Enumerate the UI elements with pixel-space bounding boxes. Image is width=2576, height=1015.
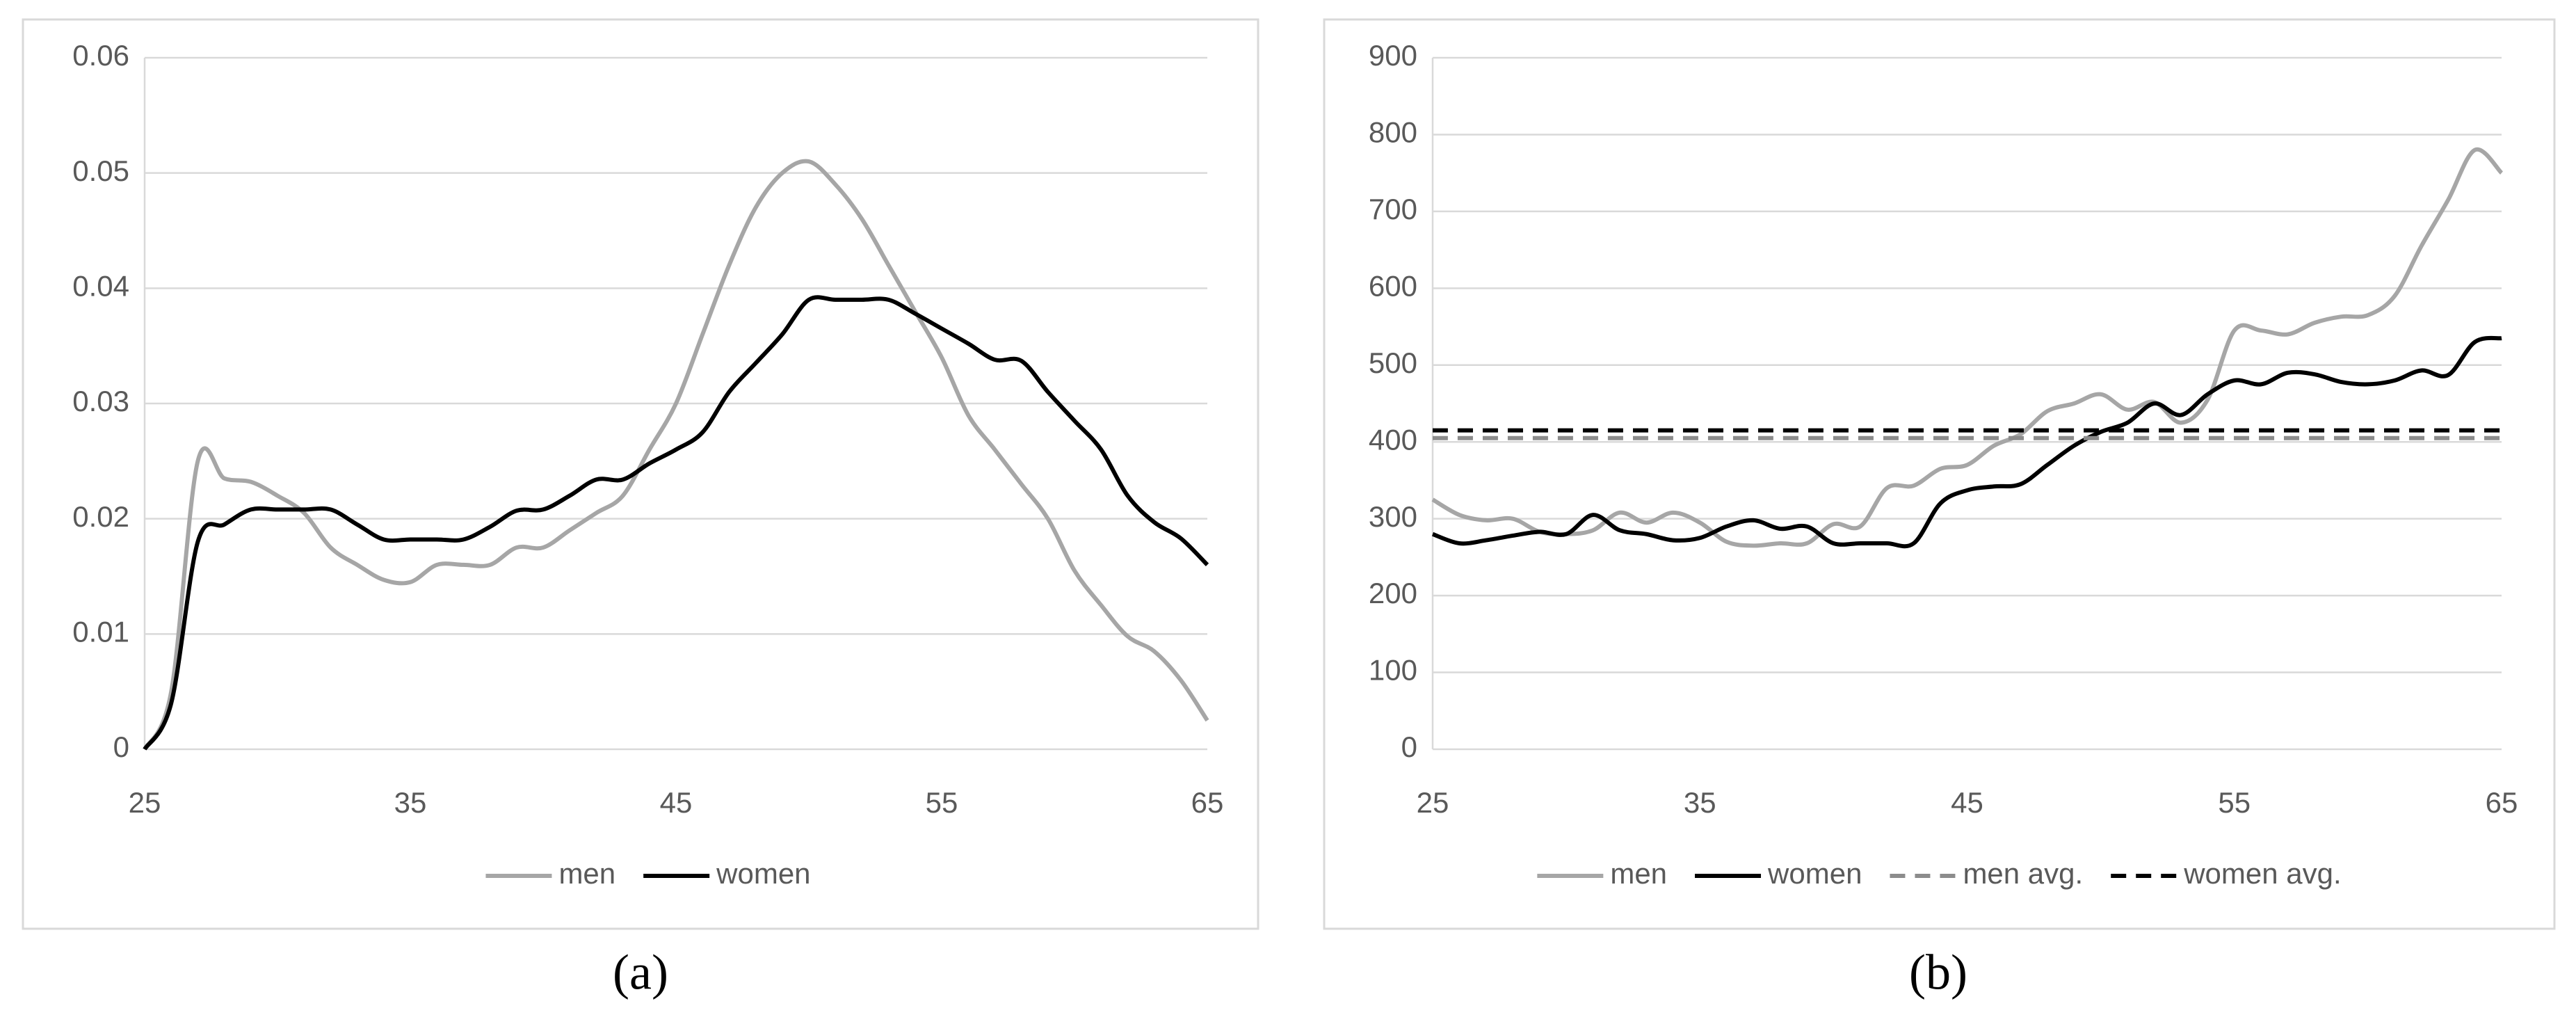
- legend-label: women: [716, 857, 810, 890]
- legend-item: men: [1537, 857, 1667, 890]
- y-tick-label: 0.04: [72, 269, 129, 302]
- x-tick-label: 35: [394, 786, 427, 819]
- legend-item: men avg.: [1890, 857, 2083, 890]
- legend-label: women avg.: [2183, 857, 2341, 890]
- series-line: [1431, 147, 2504, 548]
- caption: (b): [1909, 945, 1967, 1000]
- y-tick-label: 0: [1401, 730, 1417, 763]
- y-tick-label: 900: [1369, 39, 1417, 72]
- y-tick-label: 400: [1369, 423, 1417, 456]
- series-line: [1431, 335, 2502, 549]
- legend-label: men avg.: [1963, 857, 2083, 890]
- y-tick-label: 0: [113, 730, 129, 763]
- y-tick-label: 500: [1369, 346, 1417, 379]
- x-tick-label: 45: [1951, 786, 1983, 819]
- caption: (a): [613, 945, 668, 1000]
- series-line: [143, 295, 1209, 751]
- y-tick-label: 0.03: [72, 385, 129, 417]
- legend-item: women: [1695, 857, 1862, 890]
- series-line: [143, 159, 1209, 751]
- x-tick-label: 45: [660, 786, 693, 819]
- legend-item: women: [643, 857, 811, 890]
- legend-item: women avg.: [2111, 857, 2342, 890]
- x-tick-label: 35: [1684, 786, 1716, 819]
- x-tick-label: 55: [926, 786, 958, 819]
- x-tick-label: 55: [2218, 786, 2251, 819]
- y-tick-label: 200: [1369, 577, 1417, 609]
- chart-frame: [22, 18, 1259, 930]
- chart-frame: [1323, 18, 2556, 930]
- x-tick-label: 25: [129, 786, 161, 819]
- y-tick-label: 300: [1369, 500, 1417, 533]
- x-tick-label: 65: [2486, 786, 2518, 819]
- y-tick-label: 0.02: [72, 500, 129, 533]
- x-tick-label: 65: [1191, 786, 1224, 819]
- y-tick-label: 0.06: [72, 39, 129, 72]
- x-tick-label: 25: [1417, 786, 1449, 819]
- y-tick-label: 0.01: [72, 615, 129, 648]
- legend-item: men: [485, 857, 615, 890]
- legend-label: women: [1767, 857, 1862, 890]
- y-tick-label: 0.05: [72, 154, 129, 187]
- y-tick-label: 700: [1369, 193, 1417, 225]
- y-tick-label: 100: [1369, 654, 1417, 687]
- y-tick-label: 800: [1369, 116, 1417, 149]
- legend-label: men: [1610, 857, 1667, 890]
- y-tick-label: 600: [1369, 269, 1417, 302]
- legend-label: men: [558, 857, 615, 890]
